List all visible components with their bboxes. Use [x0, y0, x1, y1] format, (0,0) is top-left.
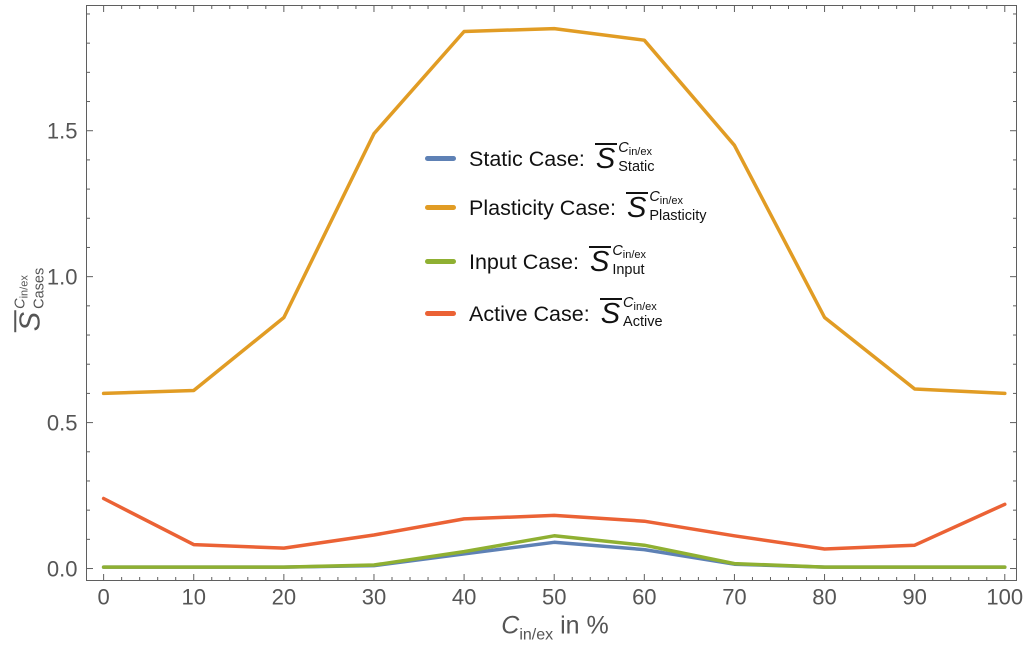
math-sup-var: C: [623, 295, 634, 312]
legend-label-static: Static Case:: [469, 146, 585, 171]
series-line-active-case: [101, 496, 1007, 551]
math-base: S: [588, 245, 612, 278]
y-axis-math: S Cin/ex Cases: [12, 267, 48, 333]
math-superscript: Cin/ex: [623, 296, 657, 313]
x-tick-label: 50: [542, 585, 566, 610]
x-tick-label: 10: [181, 585, 205, 610]
y-label-scripts: Cin/ex Cases: [12, 267, 48, 309]
axis-ticks: [86, 5, 1017, 581]
y-tick-label: 1.5: [47, 119, 78, 144]
math-subscript: Active: [623, 314, 663, 331]
math-sup-sub: in/ex: [633, 301, 657, 314]
legend-swatch-plasticity: [425, 204, 456, 210]
legend-item-plasticity: Plasticity Case: S Cin/ex Plasticity: [425, 185, 707, 229]
math-subscript: Static: [618, 159, 655, 176]
math-sup-var: C: [612, 243, 623, 260]
math-scripts: Cin/ex Plasticity: [649, 190, 706, 224]
legend-item-input: Input Case: S Cin/ex Input: [425, 239, 646, 283]
y-tick-label: 0.5: [47, 411, 78, 436]
plot-frame: [86, 5, 1017, 581]
legend-swatch-input: [425, 258, 456, 264]
series-line-input-case: [101, 534, 1007, 569]
math-base: S: [594, 142, 618, 175]
math-subscript: Plasticity: [649, 208, 707, 225]
x-tick-label: 0: [97, 585, 109, 610]
x-label-suffix: in %: [553, 611, 609, 640]
legend-math-active: S Cin/ex Active: [599, 296, 663, 330]
x-tick-label: 100: [986, 585, 1023, 610]
math-base: S: [599, 297, 623, 330]
math-sup-var: C: [649, 189, 660, 206]
legend-item-static: Static Case: S Cin/ex Static: [425, 136, 655, 180]
x-label-var: C: [501, 611, 520, 640]
y-tick-label: 0.0: [47, 557, 78, 582]
math-superscript: Cin/ex: [618, 141, 652, 158]
y-label-base: S: [14, 309, 47, 333]
x-tick-label: 70: [722, 585, 746, 610]
y-label-sup-var: C: [12, 298, 29, 309]
y-label-sup-sub: in/ex: [18, 275, 31, 299]
y-axis-label: S Cin/ex Cases: [12, 267, 48, 333]
x-tick-label: 40: [452, 585, 476, 610]
legend-swatch-static: [425, 155, 456, 161]
legend-math-static: S Cin/ex Static: [594, 141, 655, 175]
axis-tick-labels: 0 10 20 30 40 50 60 70 80 90 100 0.0 0.5 1.0 1.5: [47, 119, 1023, 610]
math-sup-var: C: [618, 140, 629, 157]
x-tick-label: 60: [632, 585, 656, 610]
series-line-plasticity-case: [101, 26, 1007, 396]
y-label-subscript: Cases: [31, 267, 48, 309]
x-tick-label: 90: [902, 585, 926, 610]
math-scripts: Cin/ex Input: [612, 244, 646, 278]
math-scripts: Cin/ex Active: [623, 296, 663, 330]
legend-swatch-active: [425, 310, 456, 316]
legend-label-active: Active Case:: [469, 301, 590, 326]
legend-item-active: Active Case: S Cin/ex Active: [425, 291, 663, 335]
x-tick-label: 30: [362, 585, 386, 610]
x-tick-label: 20: [272, 585, 296, 610]
math-sup-sub: in/ex: [622, 249, 647, 262]
math-subscript: Input: [612, 262, 645, 279]
math-scripts: Cin/ex Static: [618, 141, 654, 175]
x-label-var-sub: in/ex: [519, 626, 554, 644]
math-base: S: [625, 191, 649, 224]
x-tick-label: 80: [812, 585, 836, 610]
legend-label-plasticity: Plasticity Case:: [469, 195, 616, 220]
math-superscript: Cin/ex: [649, 190, 683, 207]
legend-math-input: S Cin/ex Input: [588, 244, 646, 278]
y-tick-label: 1.0: [47, 265, 78, 290]
legend-label-input: Input Case:: [469, 249, 579, 274]
x-axis-label: Cin/ex in %: [501, 612, 608, 645]
math-sup-sub: in/ex: [628, 146, 652, 159]
math-sup-sub: in/ex: [659, 195, 684, 208]
y-label-superscript: Cin/ex: [12, 275, 31, 309]
legend-math-plasticity: S Cin/ex Plasticity: [625, 190, 707, 224]
math-superscript: Cin/ex: [612, 244, 646, 261]
